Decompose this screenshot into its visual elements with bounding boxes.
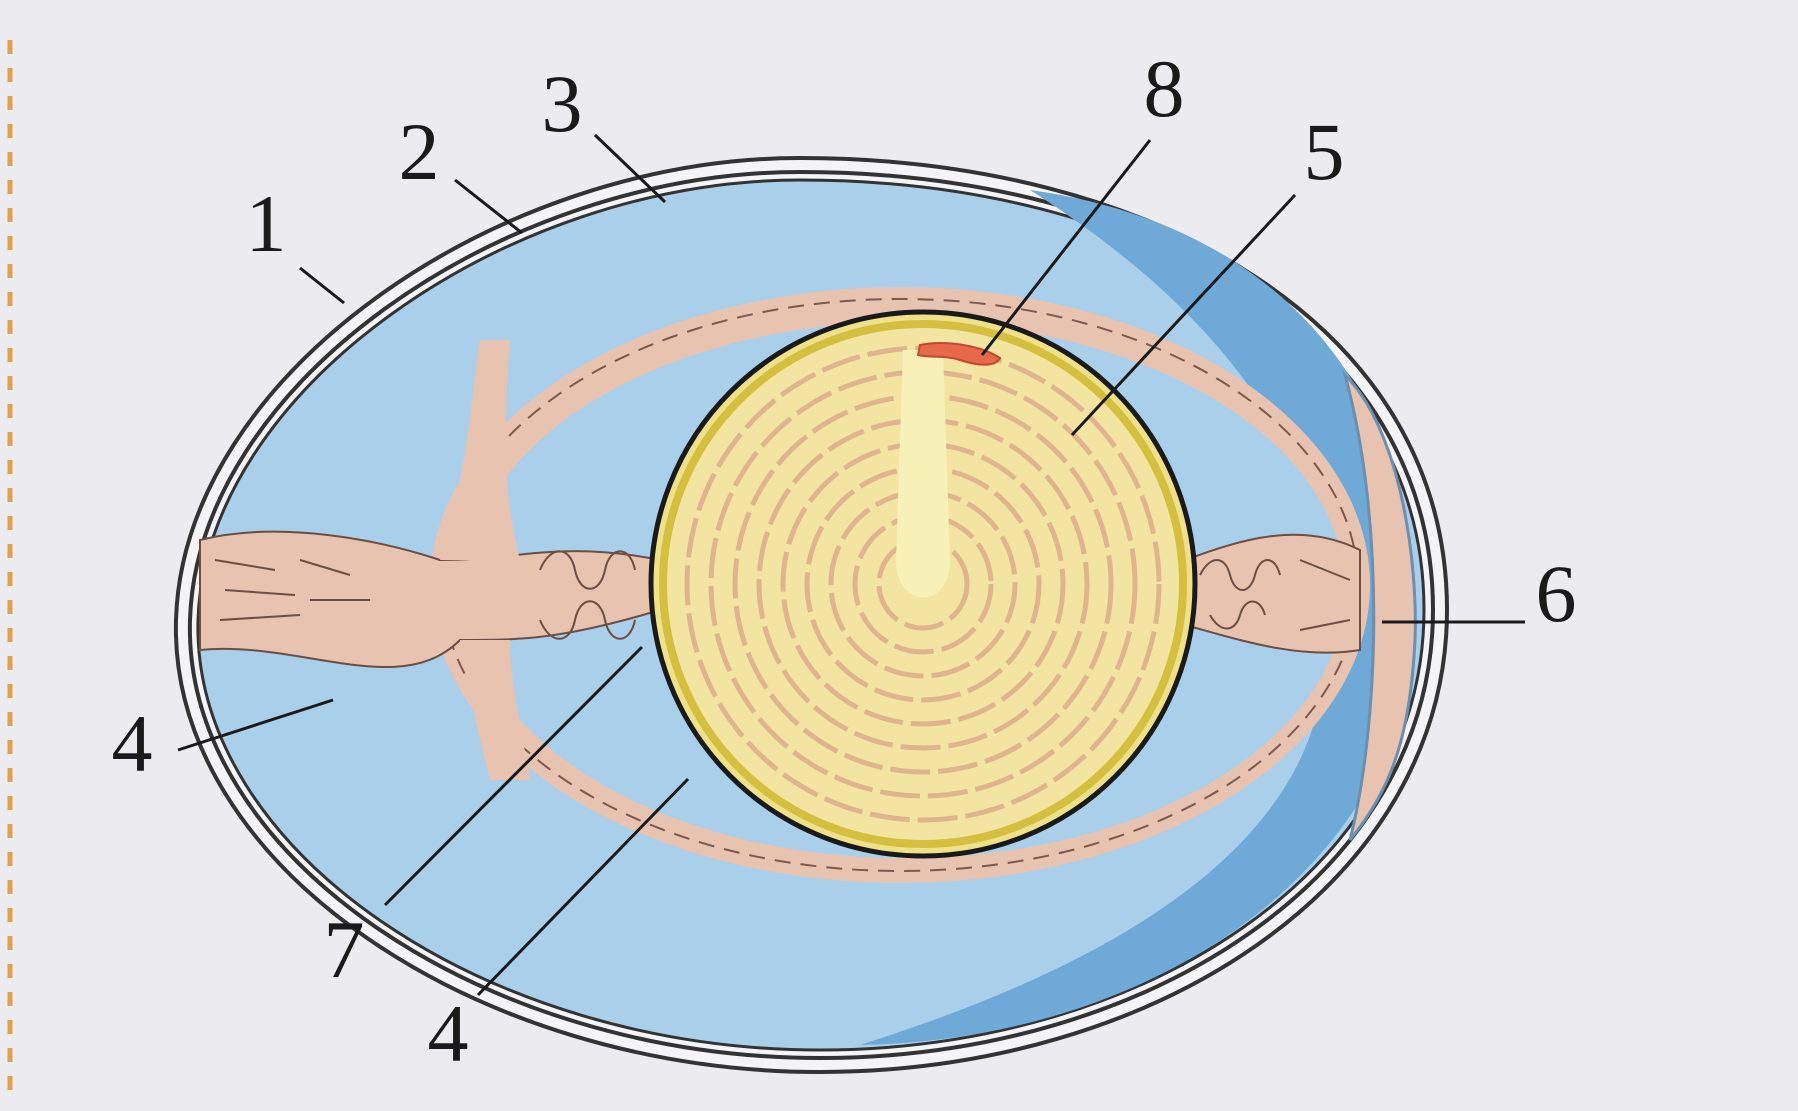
latebra bbox=[896, 350, 950, 598]
label: 5 bbox=[1304, 106, 1345, 197]
label: 7 bbox=[324, 904, 365, 995]
label: 4 bbox=[112, 698, 153, 789]
page: 1 2 3 8 5 6 4 7 4 (() => { const data = … bbox=[0, 0, 1798, 1111]
label: 8 bbox=[1144, 43, 1185, 134]
label: 4 bbox=[428, 988, 469, 1079]
egg-diagram: 1 2 3 8 5 6 4 7 4 bbox=[0, 0, 1798, 1111]
label: 2 bbox=[399, 106, 440, 197]
label: 3 bbox=[542, 58, 583, 149]
label: 1 bbox=[246, 178, 287, 269]
label: 6 bbox=[1536, 548, 1577, 639]
